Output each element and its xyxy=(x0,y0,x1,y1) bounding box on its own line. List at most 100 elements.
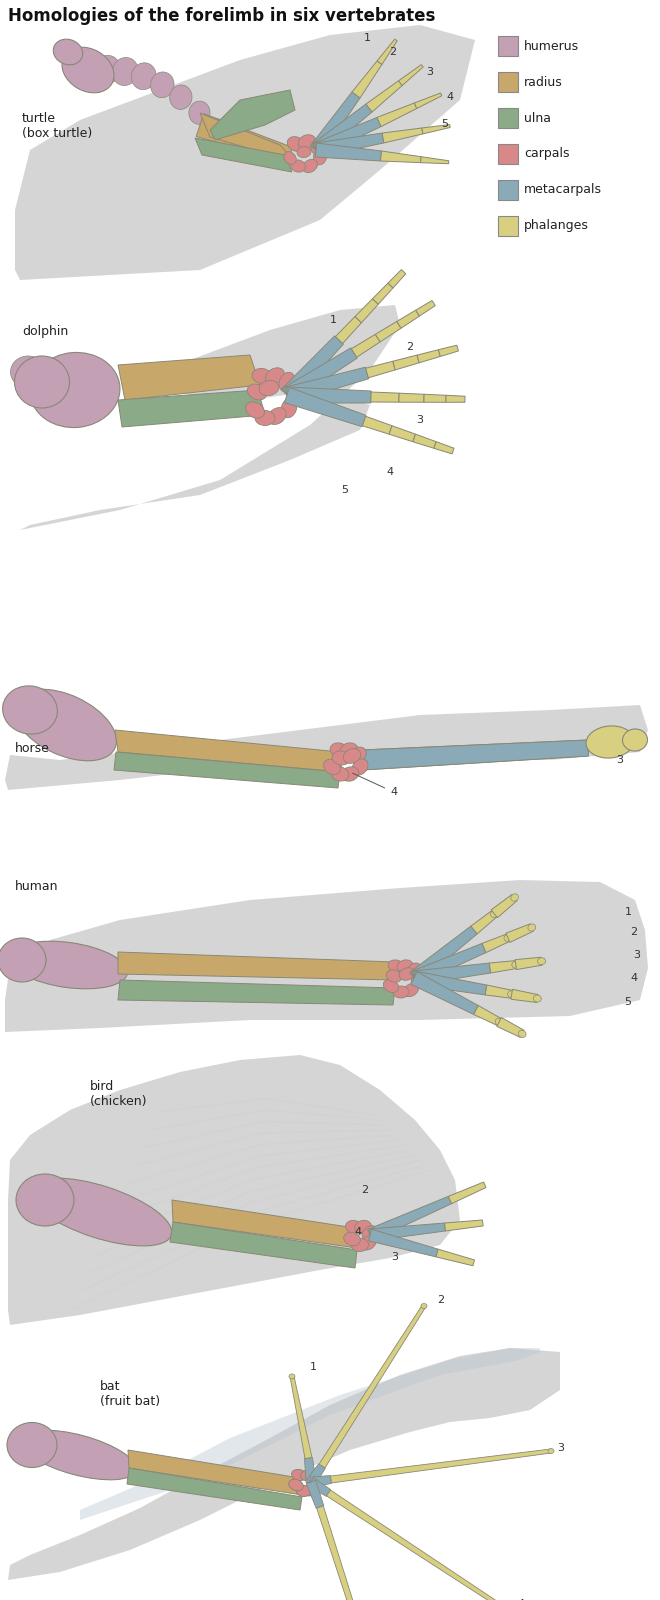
Polygon shape xyxy=(366,82,402,112)
Ellipse shape xyxy=(170,85,192,109)
Polygon shape xyxy=(170,1222,357,1267)
Polygon shape xyxy=(471,910,497,934)
Polygon shape xyxy=(335,317,362,344)
Polygon shape xyxy=(370,1222,446,1242)
Ellipse shape xyxy=(53,38,82,66)
Bar xyxy=(498,109,518,128)
Polygon shape xyxy=(416,301,435,317)
Ellipse shape xyxy=(302,160,317,173)
Ellipse shape xyxy=(393,986,409,998)
Polygon shape xyxy=(485,986,512,998)
Ellipse shape xyxy=(421,1304,427,1309)
Text: 3: 3 xyxy=(426,67,434,77)
Ellipse shape xyxy=(383,979,399,992)
Ellipse shape xyxy=(208,118,228,141)
Ellipse shape xyxy=(518,1030,526,1037)
Ellipse shape xyxy=(9,941,127,989)
Ellipse shape xyxy=(341,766,359,781)
Polygon shape xyxy=(388,270,406,288)
Bar xyxy=(498,179,518,200)
Ellipse shape xyxy=(586,726,634,758)
Polygon shape xyxy=(290,1376,312,1459)
Ellipse shape xyxy=(150,72,174,98)
Bar xyxy=(498,35,518,56)
Ellipse shape xyxy=(495,1018,503,1026)
Polygon shape xyxy=(200,114,295,162)
Polygon shape xyxy=(285,368,368,403)
Polygon shape xyxy=(304,1458,316,1483)
Polygon shape xyxy=(282,347,357,402)
Ellipse shape xyxy=(292,1469,306,1480)
Polygon shape xyxy=(8,1054,460,1325)
Polygon shape xyxy=(115,730,342,773)
Polygon shape xyxy=(413,963,490,986)
Polygon shape xyxy=(413,434,436,448)
Bar xyxy=(498,216,518,235)
Text: dolphin: dolphin xyxy=(22,325,68,338)
Ellipse shape xyxy=(15,357,69,408)
Text: 4: 4 xyxy=(354,1227,362,1237)
Text: 3: 3 xyxy=(391,1251,399,1262)
Polygon shape xyxy=(491,894,517,918)
Polygon shape xyxy=(315,142,381,162)
Polygon shape xyxy=(422,125,450,134)
Ellipse shape xyxy=(189,101,210,125)
Ellipse shape xyxy=(403,984,418,997)
Ellipse shape xyxy=(331,766,349,781)
Text: 3: 3 xyxy=(634,950,640,960)
Ellipse shape xyxy=(287,136,305,152)
Polygon shape xyxy=(411,944,486,984)
Polygon shape xyxy=(313,117,381,157)
Polygon shape xyxy=(5,706,648,790)
Text: 4: 4 xyxy=(446,91,453,102)
Ellipse shape xyxy=(386,970,402,982)
Polygon shape xyxy=(128,1450,302,1494)
Text: 2: 2 xyxy=(389,46,397,58)
Polygon shape xyxy=(410,926,477,984)
Ellipse shape xyxy=(490,910,498,917)
Text: 3: 3 xyxy=(616,755,624,765)
Polygon shape xyxy=(118,390,265,427)
Polygon shape xyxy=(308,1478,331,1496)
Ellipse shape xyxy=(284,152,296,165)
Polygon shape xyxy=(362,741,589,770)
Polygon shape xyxy=(307,1464,325,1485)
Ellipse shape xyxy=(297,147,311,157)
Ellipse shape xyxy=(11,357,46,387)
Ellipse shape xyxy=(411,971,425,986)
Polygon shape xyxy=(381,150,421,163)
Ellipse shape xyxy=(289,1374,295,1379)
Ellipse shape xyxy=(16,1174,74,1226)
Text: metacarpals: metacarpals xyxy=(524,184,602,197)
Ellipse shape xyxy=(14,690,116,760)
Polygon shape xyxy=(118,355,260,400)
Polygon shape xyxy=(114,752,340,787)
Ellipse shape xyxy=(28,1178,172,1246)
Polygon shape xyxy=(317,1506,386,1600)
Ellipse shape xyxy=(344,1232,360,1246)
Ellipse shape xyxy=(255,411,275,426)
Polygon shape xyxy=(515,957,542,970)
Polygon shape xyxy=(413,971,487,995)
Polygon shape xyxy=(372,283,393,304)
Text: bird
(chicken): bird (chicken) xyxy=(90,1080,147,1107)
Ellipse shape xyxy=(537,958,546,965)
Text: 1: 1 xyxy=(624,907,632,917)
Ellipse shape xyxy=(30,352,120,427)
Ellipse shape xyxy=(314,149,327,165)
Ellipse shape xyxy=(296,1485,312,1496)
Ellipse shape xyxy=(62,48,114,93)
Polygon shape xyxy=(355,299,378,323)
Ellipse shape xyxy=(533,995,541,1002)
Polygon shape xyxy=(376,322,401,342)
Ellipse shape xyxy=(622,730,647,750)
Bar xyxy=(498,72,518,91)
Ellipse shape xyxy=(307,1475,321,1486)
Ellipse shape xyxy=(93,56,120,85)
Ellipse shape xyxy=(252,368,272,384)
Ellipse shape xyxy=(548,1448,554,1453)
Polygon shape xyxy=(506,923,533,942)
Polygon shape xyxy=(474,1005,501,1026)
Polygon shape xyxy=(434,442,454,454)
Polygon shape xyxy=(315,133,384,157)
